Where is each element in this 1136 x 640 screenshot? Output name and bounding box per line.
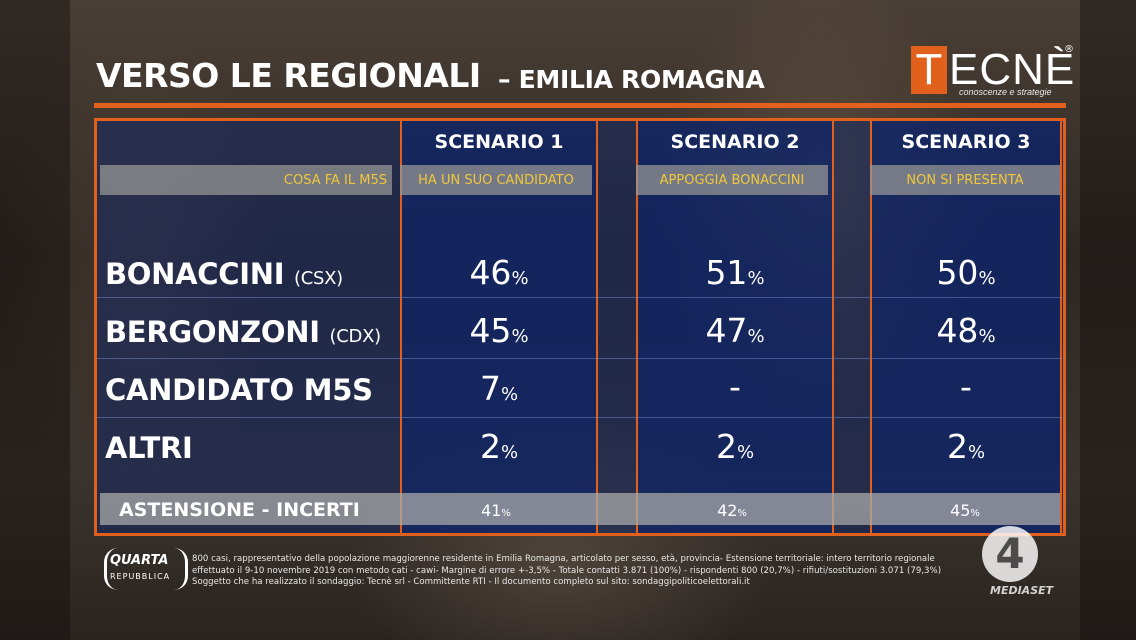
scenario-3-m5s-action: NON SI PRESENTA	[906, 173, 1024, 188]
scenario-1-title: SCENARIO 1	[434, 131, 564, 153]
candidate-name: BERGONZONI	[105, 315, 320, 349]
scenario-1-bar	[400, 165, 592, 195]
channel-name: MEDIASET	[990, 584, 1054, 597]
value-cell: -	[729, 367, 741, 406]
value-cell: 50%	[936, 253, 996, 292]
scenario-2-bar	[636, 165, 828, 195]
candidate-coalition: (CSX)	[293, 268, 343, 289]
row-divider	[97, 297, 1063, 298]
background-shadow	[1080, 0, 1136, 640]
page-title: VERSO LE REGIONALI	[96, 56, 481, 95]
value-cell: 45%	[469, 311, 529, 350]
poll-disclaimer: 800 casi, rappresentativo della popolazi…	[192, 554, 992, 589]
scenario-3-bar	[870, 165, 1060, 195]
show-logo-subtitle: REPUBBLICA	[110, 572, 171, 581]
candidate-bergonzoni: BERGONZONI (CDX)	[105, 315, 381, 349]
show-logo-frame	[104, 548, 188, 590]
candidate-name: CANDIDATO M5S	[105, 373, 373, 407]
row-divider	[97, 417, 1063, 418]
candidate-name: ALTRI	[105, 431, 193, 465]
page-subtitle: – EMILIA ROMAGNA	[498, 65, 765, 94]
scenario-1-m5s-action: HA UN SUO CANDIDATO	[418, 173, 574, 188]
value-cell: 46%	[469, 253, 529, 292]
value-cell: 2%	[946, 427, 986, 466]
show-logo-title: QUARTA	[110, 553, 169, 568]
title-underline	[94, 103, 1066, 108]
value-cell: 2%	[479, 427, 519, 466]
candidate-altri: ALTRI	[105, 431, 193, 465]
value-cell: 47%	[705, 311, 765, 350]
abstention-value: 42%	[717, 501, 747, 520]
value-cell: -	[960, 367, 972, 406]
logo-mark: T	[911, 46, 947, 94]
channel-logo: 4	[982, 526, 1038, 582]
background-shadow	[0, 0, 70, 640]
row-header-bar	[100, 165, 392, 195]
registered-mark: ®	[1064, 44, 1074, 55]
abstention-bar	[100, 493, 1060, 525]
row-divider	[97, 358, 1063, 359]
poll-table: SCENARIO 1 SCENARIO 2 SCENARIO 3 COSA FA…	[94, 118, 1066, 536]
value-cell: 51%	[705, 253, 765, 292]
candidate-name: BONACCINI	[105, 257, 285, 291]
scenario-3-title: SCENARIO 3	[901, 131, 1031, 153]
disclaimer-line: 800 casi, rappresentativo della popolazi…	[192, 554, 935, 564]
candidate-m5s: CANDIDATO M5S	[105, 373, 373, 407]
scenario-2-m5s-action: APPOGGIA BONACCINI	[659, 173, 805, 188]
value-cell: 48%	[936, 311, 996, 350]
logo-word: ECNÈ	[949, 45, 1076, 94]
abstention-label: ASTENSIONE - INCERTI	[119, 499, 360, 521]
scenario-2-title: SCENARIO 2	[670, 131, 800, 153]
row-header-label: COSA FA IL M5S	[283, 173, 387, 188]
disclaimer-line: Soggetto che ha realizzato il sondaggio:…	[192, 577, 750, 587]
logo-tagline: conoscenze e strategie	[959, 87, 1052, 97]
disclaimer-line: effettuato il 9-10 novembre 2019 con met…	[192, 565, 942, 576]
candidate-bonaccini: BONACCINI (CSX)	[105, 257, 343, 291]
abstention-value: 41%	[481, 501, 511, 520]
value-cell: 7%	[479, 369, 519, 408]
candidate-coalition: (CDX)	[329, 326, 382, 347]
tecne-logo: T ECNÈ conoscenze e strategie ®	[911, 42, 1074, 102]
value-cell: 2%	[715, 427, 755, 466]
abstention-value: 45%	[950, 501, 980, 520]
